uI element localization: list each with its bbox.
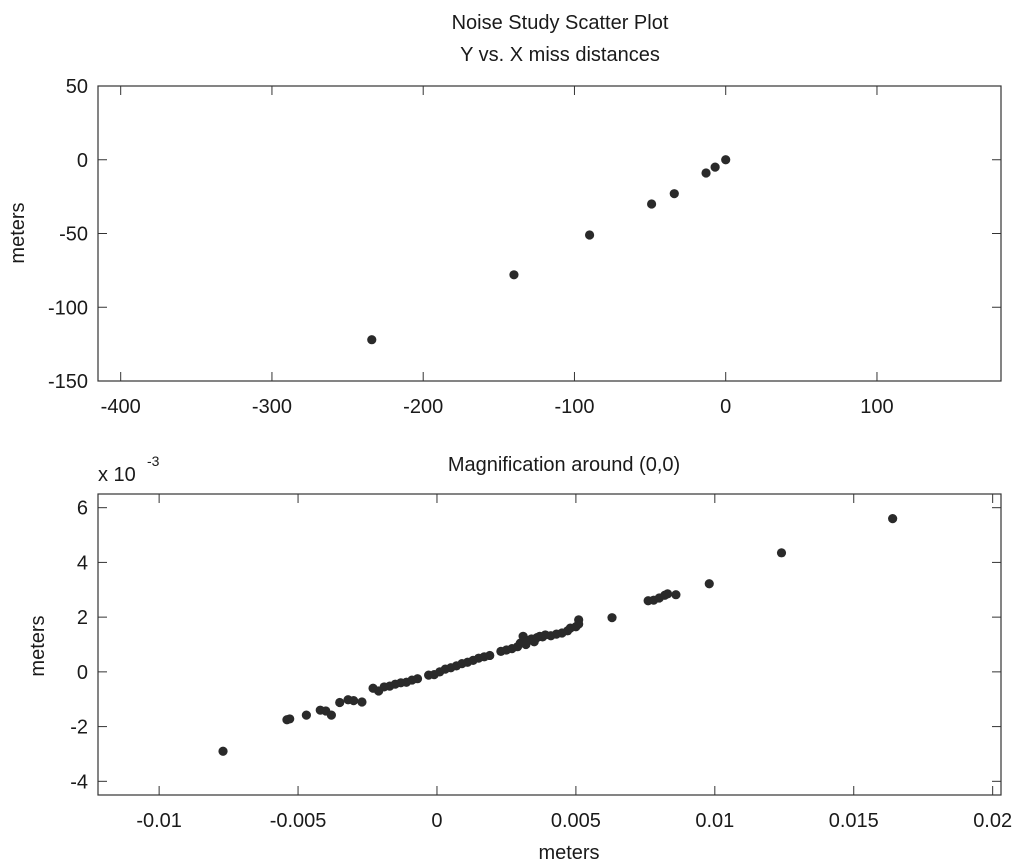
bottom-plot-data-point	[301, 710, 311, 720]
top-plot-data-point	[710, 162, 720, 172]
top-plot: Noise Study Scatter Plot Y vs. X miss di…	[7, 12, 1002, 418]
top-plot-ytick-label: -100	[48, 297, 88, 319]
bottom-plot-data-point	[485, 650, 495, 661]
bottom-plot-data-point	[888, 514, 898, 524]
top-plot-ytick-label: 50	[66, 76, 88, 98]
bottom-plot-xtick-label: -0.005	[270, 810, 327, 832]
top-plot-tick-labels: -400 -300 -200 -100 0 100 50 0 -50 -100 -150	[48, 76, 894, 418]
bottom-plot-ytick-label: 0	[77, 662, 88, 684]
top-plot-xtick-label: 100	[860, 396, 893, 418]
bottom-plot-title: Magnification around (0,0)	[448, 454, 680, 476]
bottom-plot-xtick-label: -0.01	[136, 810, 182, 832]
bottom-plot-xtick-label: 0.01	[695, 810, 734, 832]
bottom-plot-tick-labels: -0.01 -0.005 0 0.005 0.01 0.015 0.02 6 4 2 0 -2 -4	[70, 498, 1012, 832]
bottom-plot-ylabel: meters	[27, 615, 49, 676]
bottom-plot: Magnification around (0,0) x 10 -3 meter…	[27, 453, 1012, 864]
top-plot-data-point	[721, 155, 731, 165]
bottom-plot-data-point	[357, 697, 367, 707]
bottom-plot-ytick-label: 4	[77, 552, 88, 574]
bottom-plot-data-point	[412, 674, 423, 684]
bottom-plot-ytick-label: 6	[77, 498, 88, 520]
top-plot-data-point	[669, 189, 679, 199]
bottom-plot-data-point	[335, 697, 345, 708]
top-plot-xtick-label: -400	[101, 396, 141, 418]
top-plot-xtick-label: -300	[252, 396, 292, 418]
bottom-plot-ticks	[98, 494, 1001, 795]
bottom-plot-xlabel: meters	[538, 842, 599, 864]
bottom-plot-data-point	[662, 589, 673, 599]
top-plot-data-point	[509, 270, 519, 280]
bottom-plot-y-scale-exponent: -3	[147, 453, 160, 469]
bottom-plot-data-point	[285, 714, 295, 724]
top-plot-data-point	[646, 199, 657, 209]
bottom-plot-xtick-label: 0.02	[973, 810, 1012, 832]
bottom-plot-data-point	[326, 710, 336, 720]
top-plot-xtick-label: -200	[403, 396, 443, 418]
bottom-plot-xtick-label: 0	[431, 810, 442, 832]
top-plot-xtick-label: 0	[720, 396, 731, 418]
bottom-plot-data-point	[671, 590, 681, 600]
top-plot-ytick-label: -150	[48, 371, 88, 393]
bottom-plot-xtick-label: 0.015	[829, 810, 879, 832]
top-plot-title-line-1: Noise Study Scatter Plot	[452, 12, 669, 34]
top-plot-points	[367, 155, 731, 345]
bottom-plot-data-point	[704, 579, 714, 589]
bottom-plot-data-point	[349, 695, 359, 706]
bottom-plot-points	[218, 514, 898, 756]
bottom-plot-frame	[97, 493, 1002, 796]
bottom-plot-data-point	[776, 548, 787, 558]
bottom-plot-data-point	[218, 746, 228, 756]
top-plot-frame	[97, 85, 1002, 382]
top-plot-data-point	[367, 335, 377, 345]
top-plot-data-point	[584, 230, 595, 240]
bottom-plot-ytick-label: -4	[70, 771, 88, 793]
bottom-plot-ytick-label: -2	[70, 717, 88, 739]
bottom-plot-xtick-label: 0.005	[551, 810, 601, 832]
top-plot-title-line-2: Y vs. X miss distances	[460, 44, 660, 66]
top-plot-ylabel: meters	[7, 202, 29, 263]
bottom-plot-data-point	[607, 613, 617, 623]
top-plot-xtick-label: -100	[554, 396, 594, 418]
bottom-plot-y-scale-label: x 10	[98, 464, 136, 486]
bottom-plot-data-point	[574, 615, 584, 625]
top-plot-data-point	[701, 168, 711, 178]
bottom-plot-ytick-label: 2	[77, 607, 88, 629]
top-plot-ytick-label: 0	[77, 150, 88, 172]
top-plot-ytick-label: -50	[59, 224, 88, 246]
top-plot-ticks	[98, 85, 1001, 382]
